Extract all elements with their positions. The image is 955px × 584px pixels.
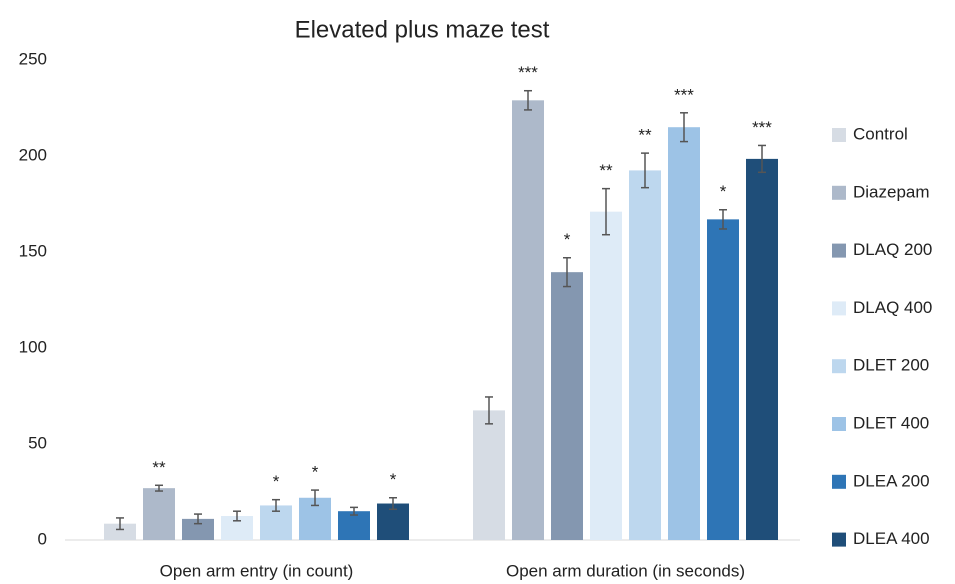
y-tick-label: 200 (19, 145, 47, 164)
bar (629, 170, 661, 540)
x-tick-label: Open arm duration (in seconds) (506, 561, 745, 580)
legend-label: Diazepam (853, 182, 930, 201)
legend-swatch (832, 243, 846, 258)
bar (104, 523, 136, 540)
significance-label: * (273, 472, 280, 491)
y-tick-label: 250 (19, 49, 47, 68)
y-tick-label: 100 (19, 337, 47, 356)
bar (512, 100, 544, 540)
bar (590, 211, 622, 540)
bar (746, 158, 778, 540)
error-bar (485, 396, 493, 425)
legend-label: DLET 400 (853, 413, 929, 432)
legend-swatch (832, 128, 846, 142)
significance-label: ** (599, 161, 613, 180)
significance-label: ** (638, 126, 652, 145)
legend-swatch (832, 474, 846, 489)
significance-label: *** (674, 85, 694, 104)
error-bar (272, 498, 280, 512)
bar (551, 272, 583, 540)
bar (143, 488, 175, 540)
chart-title: Elevated plus maze test (295, 16, 550, 43)
error-bar (116, 517, 124, 531)
error-bar (563, 257, 571, 288)
legend-label: DLEA 200 (853, 471, 930, 490)
bar (668, 127, 700, 540)
legend-label: DLAQ 400 (853, 298, 932, 317)
significance-label: *** (518, 63, 538, 82)
legend-swatch (832, 359, 846, 374)
legend-swatch (832, 301, 846, 316)
y-tick-label: 150 (19, 241, 47, 260)
significance-label: ** (152, 458, 166, 477)
bar (338, 511, 370, 540)
bar (182, 518, 214, 540)
significance-label: *** (752, 118, 772, 137)
significance-label: * (564, 230, 571, 249)
y-tick-label: 0 (38, 529, 47, 548)
error-bar (602, 187, 610, 236)
x-tick-label: Open arm entry (in count) (160, 561, 354, 580)
bar (473, 410, 505, 540)
error-bar (524, 89, 532, 111)
legend-swatch (832, 417, 846, 431)
error-bar (641, 152, 649, 189)
legend-label: DLEA 400 (853, 529, 930, 548)
error-bar (194, 513, 202, 525)
error-bar (233, 510, 241, 522)
legend-swatch (832, 532, 846, 547)
error-bar (719, 209, 727, 230)
error-bar (155, 484, 163, 492)
y-tick-label: 50 (28, 433, 47, 452)
significance-label: * (312, 463, 319, 482)
significance-label: * (390, 470, 397, 489)
legend-label: DLAQ 200 (853, 240, 932, 259)
bar (707, 219, 739, 541)
legend-swatch (832, 185, 846, 200)
error-bar (311, 489, 319, 507)
legend-label: DLET 200 (853, 356, 929, 375)
error-bar (350, 506, 358, 516)
legend-label: Control (853, 124, 908, 143)
error-bar (758, 144, 766, 174)
error-bar (680, 112, 688, 143)
error-bar (389, 497, 397, 511)
significance-label: * (720, 182, 727, 201)
